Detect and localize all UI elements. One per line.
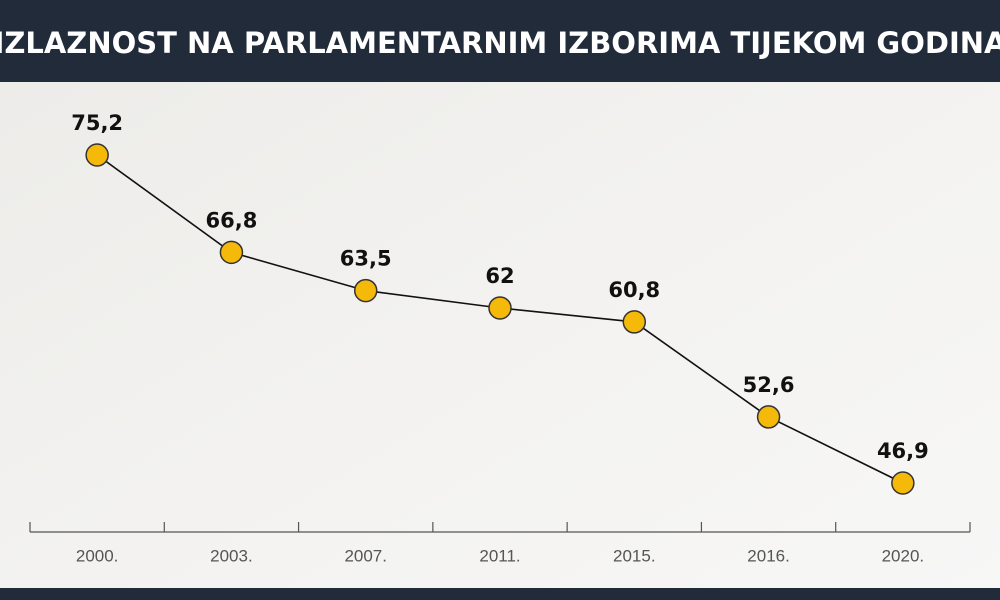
point (756, 405, 781, 429)
value-label: 75,2 (71, 111, 123, 135)
value-label: 60,8 (608, 278, 660, 302)
header-bar (0, 0, 1000, 82)
point (219, 240, 244, 265)
x-tick-label: 2016. (747, 546, 790, 565)
value-label: 52,6 (743, 373, 795, 397)
x-tick-label: 2011. (479, 546, 520, 565)
x-tick-label: 2020. (882, 546, 925, 565)
value-label: 62 (485, 264, 514, 288)
x-tick-label: 2000. (76, 546, 119, 565)
chart-title: IZLAZNOST NA PARLAMENTARNIM IZBORIMA TIJ… (0, 26, 1000, 60)
point (622, 310, 647, 334)
point (891, 471, 915, 495)
value-label: 66,8 (206, 208, 258, 232)
point (488, 296, 512, 320)
x-tick-label: 2015. (613, 546, 656, 565)
point (85, 143, 109, 167)
x-tick-label: 2003. (210, 546, 253, 565)
footer-bar (0, 588, 1000, 600)
value-label: 46,9 (877, 439, 929, 463)
value-label: 63,5 (340, 247, 392, 271)
x-tick-label: 2007. (344, 546, 387, 565)
point (353, 278, 378, 303)
